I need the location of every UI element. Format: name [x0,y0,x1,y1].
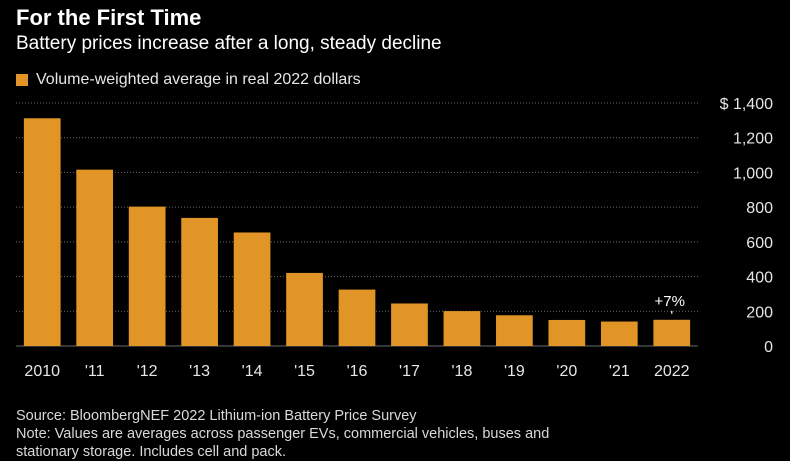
bar-2 [128,206,166,346]
note-line-2: stationary storage. Includes cell and pa… [16,444,287,460]
x-tick-label: '13 [189,363,210,380]
x-tick-label: '17 [399,363,420,380]
x-tick-label: '11 [85,363,105,380]
y-tick-label: $ 1,400 [720,96,773,113]
chart-subtitle: Battery prices increase after a long, st… [16,33,442,54]
bar-7 [391,303,428,346]
bar-3 [181,217,218,346]
x-tick-label: '12 [137,363,158,380]
x-tick-label: '18 [451,363,472,380]
chart-footnote: Source: BloombergNEF 2022 Lithium-ion Ba… [16,407,549,461]
note-line-1: Note: Values are averages across passeng… [16,426,550,442]
legend-swatch [16,74,28,86]
x-tick-label: '16 [347,363,368,380]
bar-4 [233,232,271,346]
x-tick-label: '15 [294,363,315,380]
y-tick-label: 1,200 [733,131,773,148]
y-tick-label: 600 [746,235,773,252]
bars [23,118,691,346]
bar-8 [443,311,481,346]
bar-12 [653,319,691,346]
y-tick-label: 0 [764,339,773,356]
annotation-label: +7% [655,293,685,310]
legend-label: Volume-weighted average in real 2022 dol… [36,71,361,88]
x-tick-label: '14 [242,363,263,380]
y-tick-label: 400 [746,270,773,287]
chart-title: For the First Time [16,5,202,30]
y-tick-label: 800 [746,200,773,217]
x-tick-label: 2010 [24,363,60,380]
y-axis-tick-labels: 0 200 400 600 800 1,000 1,200 $ 1,400 [720,96,773,356]
x-tick-label: '19 [504,363,525,380]
bar-10 [548,319,586,346]
x-axis-tick-labels: 2010 '11 '12 '13 '14 '15 '16 '17 '18 '19 '20 '21 202… [24,363,689,380]
bar-9 [496,315,533,346]
bar-0 [23,118,61,346]
bar-1 [76,169,114,346]
y-tick-label: 1,000 [733,165,773,182]
y-tick-label: 200 [746,304,773,321]
x-tick-label: 2022 [654,363,690,380]
annotations: +7% [655,293,685,314]
x-tick-label: '21 [609,363,630,380]
chart-legend: Volume-weighted average in real 2022 dol… [16,71,361,89]
bar-6 [338,289,376,346]
source-note: Source: BloombergNEF 2022 Lithium-ion Ba… [16,408,417,424]
bar-11 [600,321,638,346]
bar-5 [286,272,323,346]
x-tick-label: '20 [556,363,577,380]
